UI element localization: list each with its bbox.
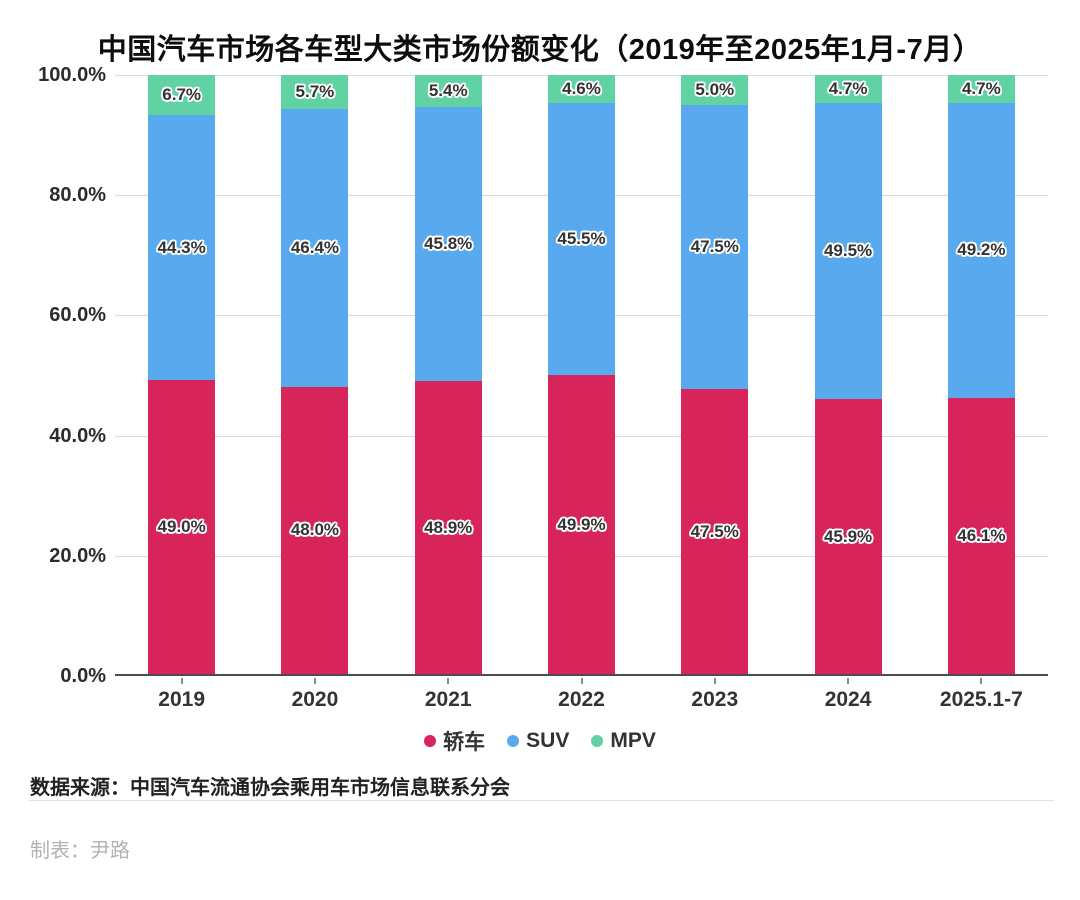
- segment-SUV-2023: 47.5%: [681, 104, 749, 390]
- credit-note: 制表：尹路: [30, 840, 130, 862]
- value-label: 4.7%: [828, 79, 868, 99]
- source-note: 数据来源：中国汽车流通协会乘用车市场信息联系分会: [30, 777, 510, 799]
- segment-SUV-2020: 46.4%: [281, 109, 349, 387]
- y-tick-label: 40.0%: [49, 424, 106, 447]
- y-tick-label: 20.0%: [49, 544, 106, 567]
- legend-label: SUV: [526, 729, 570, 752]
- value-label: 47.5%: [690, 521, 739, 541]
- value-label: 44.3%: [157, 237, 206, 257]
- segment-MPV-2024: 4.7%: [814, 75, 882, 104]
- segment-SUV-2025.1-7: 49.2%: [947, 103, 1015, 398]
- x-tick: [447, 678, 450, 684]
- value-label: 4.7%: [961, 79, 1001, 99]
- value-label: 49.9%: [557, 514, 606, 534]
- value-label: 45.5%: [557, 228, 606, 248]
- value-label: 47.5%: [690, 237, 739, 257]
- segment-SUV-2021: 45.8%: [414, 107, 482, 382]
- x-category-label: 2024: [824, 688, 872, 711]
- stacked-bar-2020: 5.7% 46.4% 48.0%: [281, 75, 349, 674]
- y-tick-label: 80.0%: [49, 184, 106, 207]
- bar-slot-2019: 6.7% 44.3% 49.0%: [115, 75, 248, 674]
- legend-item-SUV: SUV: [507, 729, 569, 753]
- segment-轿车-2025.1-7: 46.1%: [947, 397, 1015, 674]
- segment-轿车-2022: 49.9%: [547, 375, 615, 674]
- legend: 轿车 SUV MPV: [0, 726, 1080, 756]
- legend-item-MPV: MPV: [591, 729, 656, 753]
- x-tick: [847, 678, 850, 684]
- bar-slot-2025.1-7: 4.7% 49.2% 46.1%: [915, 75, 1048, 674]
- divider-line: [28, 800, 1054, 801]
- value-label: 45.9%: [823, 526, 873, 546]
- stacked-bar-2022: 4.6% 45.5% 49.9%: [547, 75, 615, 674]
- segment-轿车-2019: 49.0%: [148, 380, 216, 674]
- y-tick-label: 0.0%: [60, 665, 106, 687]
- bar-slot-2022: 4.6% 45.5% 49.9%: [515, 75, 648, 674]
- legend-label: 轿车: [443, 731, 486, 754]
- plot-area: 6.7% 44.3% 49.0% 5.7% 46.4% 48.0% 5.4% 45.8% 48.…: [115, 75, 1048, 676]
- x-category-label: 2022: [558, 688, 605, 711]
- x-tick: [713, 678, 716, 684]
- segment-MPV-2019: 6.7%: [148, 75, 216, 116]
- bar-slot-2024: 4.7% 49.5% 45.9%: [781, 75, 914, 674]
- x-category-label: 2020: [291, 688, 339, 711]
- segment-SUV-2019: 44.3%: [148, 115, 216, 381]
- x-tick: [180, 678, 183, 684]
- y-tick-label: 100.0%: [38, 64, 106, 86]
- stacked-bar-2019: 6.7% 44.3% 49.0%: [148, 75, 216, 674]
- segment-MPV-2025.1-7: 4.7%: [947, 75, 1015, 104]
- value-label: 4.6%: [562, 78, 601, 98]
- segment-轿车-2020: 48.0%: [281, 386, 349, 674]
- legend-dot-icon: [591, 735, 604, 747]
- x-category-label: 2025.1-7: [939, 688, 1023, 711]
- segment-SUV-2024: 49.5%: [814, 103, 882, 400]
- x-tick: [980, 678, 983, 684]
- legend-dot-icon: [507, 735, 520, 747]
- y-tick-label: 60.0%: [49, 304, 106, 327]
- value-label: 49.0%: [157, 517, 206, 537]
- value-label: 6.7%: [162, 85, 202, 105]
- value-label: 46.4%: [290, 237, 340, 257]
- stacked-bar-2021: 5.4% 45.8% 48.9%: [414, 75, 482, 674]
- bar-slot-2020: 5.7% 46.4% 48.0%: [248, 75, 381, 674]
- segment-轿车-2021: 48.9%: [414, 381, 482, 674]
- segment-MPV-2020: 5.7%: [281, 75, 349, 110]
- chart-title: 中国汽车市场各车型大类市场份额变化（2019年至2025年1月-7月）: [97, 34, 983, 66]
- legend-dot-icon: [424, 735, 437, 747]
- value-label: 45.8%: [424, 234, 473, 254]
- value-label: 46.1%: [957, 525, 1006, 545]
- value-label: 49.2%: [957, 240, 1006, 260]
- segment-SUV-2022: 45.5%: [547, 102, 615, 376]
- legend-label: MPV: [610, 729, 656, 752]
- legend-item-轿车: 轿车: [424, 726, 485, 756]
- x-tick: [580, 678, 583, 684]
- value-label: 49.5%: [823, 241, 873, 261]
- bar-slot-2023: 5.0% 47.5% 47.5%: [648, 75, 781, 674]
- value-label: 48.9%: [424, 517, 473, 537]
- segment-MPV-2023: 5.0%: [681, 75, 749, 105]
- segment-轿车-2024: 45.9%: [814, 399, 882, 674]
- x-tick: [313, 678, 316, 684]
- x-category-label: 2021: [424, 688, 472, 711]
- stacked-bar-2024: 4.7% 49.5% 45.9%: [814, 75, 882, 674]
- x-category-label: 2019: [158, 688, 205, 711]
- value-label: 5.4%: [428, 81, 468, 101]
- bar-slot-2021: 5.4% 45.8% 48.9%: [382, 75, 515, 674]
- segment-轿车-2023: 47.5%: [681, 389, 749, 674]
- x-category-label: 2023: [691, 688, 739, 711]
- segment-MPV-2021: 5.4%: [414, 75, 482, 108]
- stacked-bar-2023: 5.0% 47.5% 47.5%: [681, 75, 749, 674]
- value-label: 48.0%: [290, 520, 340, 540]
- stacked-bar-2025.1-7: 4.7% 49.2% 46.1%: [947, 75, 1015, 674]
- value-label: 5.7%: [295, 82, 335, 102]
- value-label: 5.0%: [695, 79, 735, 99]
- segment-MPV-2022: 4.6%: [547, 75, 615, 103]
